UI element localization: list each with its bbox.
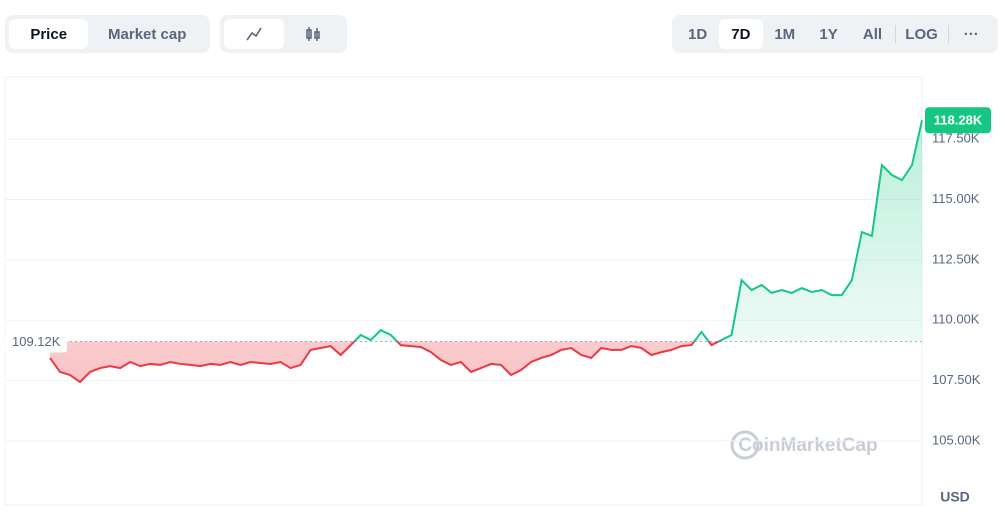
- price-tag-label: 118.28K: [934, 113, 983, 128]
- range[interactable]: 7D: [719, 19, 763, 49]
- y-tick-label: 117.50K: [932, 131, 980, 146]
- area-down: [50, 341, 922, 383]
- area-up: [354, 120, 922, 342]
- price-line-up: [352, 120, 923, 342]
- range-tabs: 1D 7D 1M 1Y All LOG ···: [672, 15, 998, 53]
- log-toggle[interactable]: LOG: [905, 25, 938, 43]
- baseline-label-box: [5, 330, 67, 353]
- baseline-label: 109.12K: [12, 334, 61, 349]
- price-line-down: [49, 341, 721, 384]
- line-icon: [246, 27, 262, 41]
- price-tag: [925, 107, 991, 134]
- y-tick-label: 112.50K: [932, 251, 980, 266]
- range[interactable]: 1Y: [819, 25, 838, 43]
- divider: [947, 25, 949, 43]
- currency: USD: [940, 489, 970, 505]
- watermark: CoinMarketCap: [738, 435, 877, 456]
- y-tick-label: 105.00K: [932, 432, 981, 447]
- y-tick-label: 110.00K: [932, 312, 980, 327]
- tab[interactable]: Market cap: [108, 25, 187, 43]
- range[interactable]: 1M: [774, 25, 796, 43]
- candle-icon: [306, 27, 320, 41]
- tab[interactable]: Price: [9, 19, 89, 49]
- range[interactable]: 1D: [688, 25, 708, 43]
- candle-button[interactable]: [284, 19, 344, 49]
- range[interactable]: All: [862, 25, 883, 43]
- chart-style-tabs: [220, 15, 347, 53]
- y-tick-label: 115.00K: [932, 191, 980, 206]
- divider: [894, 25, 896, 43]
- line-button[interactable]: [224, 19, 284, 49]
- more-button[interactable]: ···: [963, 25, 979, 43]
- y-tick-label: 107.50K: [932, 372, 981, 387]
- watermark-logo: [730, 430, 760, 460]
- metric-tabs: Price Market cap: [5, 15, 210, 53]
